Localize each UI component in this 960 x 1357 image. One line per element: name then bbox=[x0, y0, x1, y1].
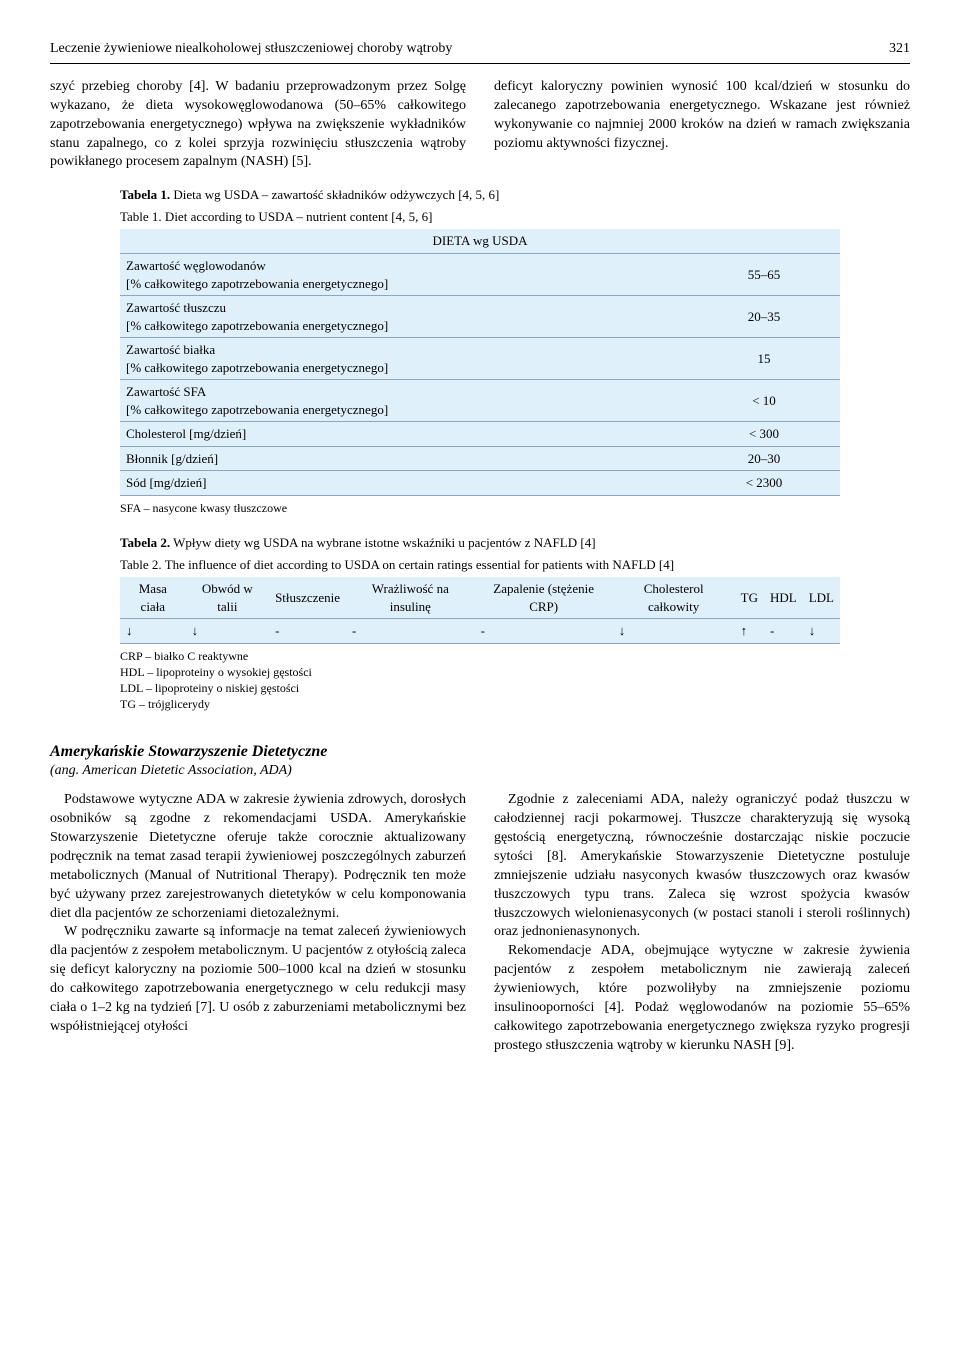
table-row-label: Zawartość białka [% całkowitego zapotrze… bbox=[120, 338, 688, 380]
table-2-caption-en: Table 2. The influence of diet according… bbox=[120, 556, 840, 574]
section-ada-right: Zgodnie z zaleceniami ADA, należy ograni… bbox=[494, 791, 910, 1055]
table-2-col-header: Stłuszczenie bbox=[269, 577, 346, 619]
table-row-value: 20–35 bbox=[688, 296, 840, 338]
table-2-footnotes: CRP – białko C reaktywneHDL – lipoprotei… bbox=[120, 648, 840, 713]
table-row-value: < 10 bbox=[688, 380, 840, 422]
table-1-footnote: SFA – nasycone kwasy tłuszczowe bbox=[120, 500, 840, 516]
table-2-footnote-line: TG – trójglicerydy bbox=[120, 696, 840, 712]
table-row-label: Sód [mg/dzień] bbox=[120, 471, 688, 496]
table-2-footnote-line: LDL – lipoproteiny o niskiej gęstości bbox=[120, 680, 840, 696]
table-2-col-header: TG bbox=[735, 577, 764, 619]
table-2-footnote-line: CRP – białko C reaktywne bbox=[120, 648, 840, 664]
table-row-value: < 300 bbox=[688, 422, 840, 447]
table-2-col-header: LDL bbox=[803, 577, 840, 619]
table-2-col-header: Masa ciała bbox=[120, 577, 186, 619]
intro-left: szyć przebieg choroby [4]. W badaniu prz… bbox=[50, 78, 466, 172]
table-row-label: Cholesterol [mg/dzień] bbox=[120, 422, 688, 447]
section-ada-columns: Podstawowe wytyczne ADA w zakresie żywie… bbox=[50, 791, 910, 1055]
table-2-cell: ↓ bbox=[186, 619, 269, 644]
table-row-value: 15 bbox=[688, 338, 840, 380]
intro-right: deficyt kaloryczny powinien wynosić 100 … bbox=[494, 78, 910, 154]
table-2-col-header: Wrażliwość na insulinę bbox=[346, 577, 475, 619]
page-number: 321 bbox=[889, 40, 910, 59]
section-ada-sub: (ang. American Dietetic Association, ADA… bbox=[50, 762, 910, 781]
table-row-label: Błonnik [g/dzień] bbox=[120, 446, 688, 471]
table-row-value: < 2300 bbox=[688, 471, 840, 496]
table-2-caption-pl: Tabela 2. Wpływ diety wg USDA na wybrane… bbox=[120, 534, 840, 552]
header-rule bbox=[50, 63, 910, 64]
table-2-cell: ↓ bbox=[120, 619, 186, 644]
table-2-cell: - bbox=[346, 619, 475, 644]
table-1-caption-en: Table 1. Diet according to USDA – nutrie… bbox=[120, 208, 840, 226]
table-2-cell: ↓ bbox=[803, 619, 840, 644]
section-ada-left: Podstawowe wytyczne ADA w zakresie żywie… bbox=[50, 791, 466, 1037]
section-ada-heading: Amerykańskie Stowarzyszenie Dietetyczne bbox=[50, 741, 910, 763]
table-row-value: 20–30 bbox=[688, 446, 840, 471]
table-row-label: Zawartość tłuszczu [% całkowitego zapotr… bbox=[120, 296, 688, 338]
table-1: DIETA wg USDA Zawartość węglowodanów [% … bbox=[120, 229, 840, 496]
running-title: Leczenie żywieniowe niealkoholowej stłus… bbox=[50, 40, 452, 59]
table-2-col-header: HDL bbox=[764, 577, 803, 619]
table-2-cell: - bbox=[269, 619, 346, 644]
table-2-block: Tabela 2. Wpływ diety wg USDA na wybrane… bbox=[120, 534, 840, 712]
table-2-cell: - bbox=[475, 619, 613, 644]
table-2-col-header: Obwód w talii bbox=[186, 577, 269, 619]
table-2-cell: ↓ bbox=[613, 619, 735, 644]
intro-columns: szyć przebieg choroby [4]. W badaniu prz… bbox=[50, 78, 910, 172]
table-2-col-header: Cholesterol całkowity bbox=[613, 577, 735, 619]
table-row-label: Zawartość SFA [% całkowitego zapotrzebow… bbox=[120, 380, 688, 422]
table-2-cell: - bbox=[764, 619, 803, 644]
table-1-header: DIETA wg USDA bbox=[120, 229, 840, 253]
running-header: Leczenie żywieniowe niealkoholowej stłus… bbox=[50, 40, 910, 59]
table-2: Masa ciałaObwód w taliiStłuszczenieWrażl… bbox=[120, 577, 840, 644]
table-row-label: Zawartość węglowodanów [% całkowitego za… bbox=[120, 253, 688, 295]
table-1-caption-pl: Tabela 1. Dieta wg USDA – zawartość skła… bbox=[120, 186, 840, 204]
table-row-value: 55–65 bbox=[688, 253, 840, 295]
table-2-footnote-line: HDL – lipoproteiny o wysokiej gęstości bbox=[120, 664, 840, 680]
table-1-block: Tabela 1. Dieta wg USDA – zawartość skła… bbox=[120, 186, 840, 516]
table-2-col-header: Zapalenie (stężenie CRP) bbox=[475, 577, 613, 619]
table-2-cell: ↑ bbox=[735, 619, 764, 644]
